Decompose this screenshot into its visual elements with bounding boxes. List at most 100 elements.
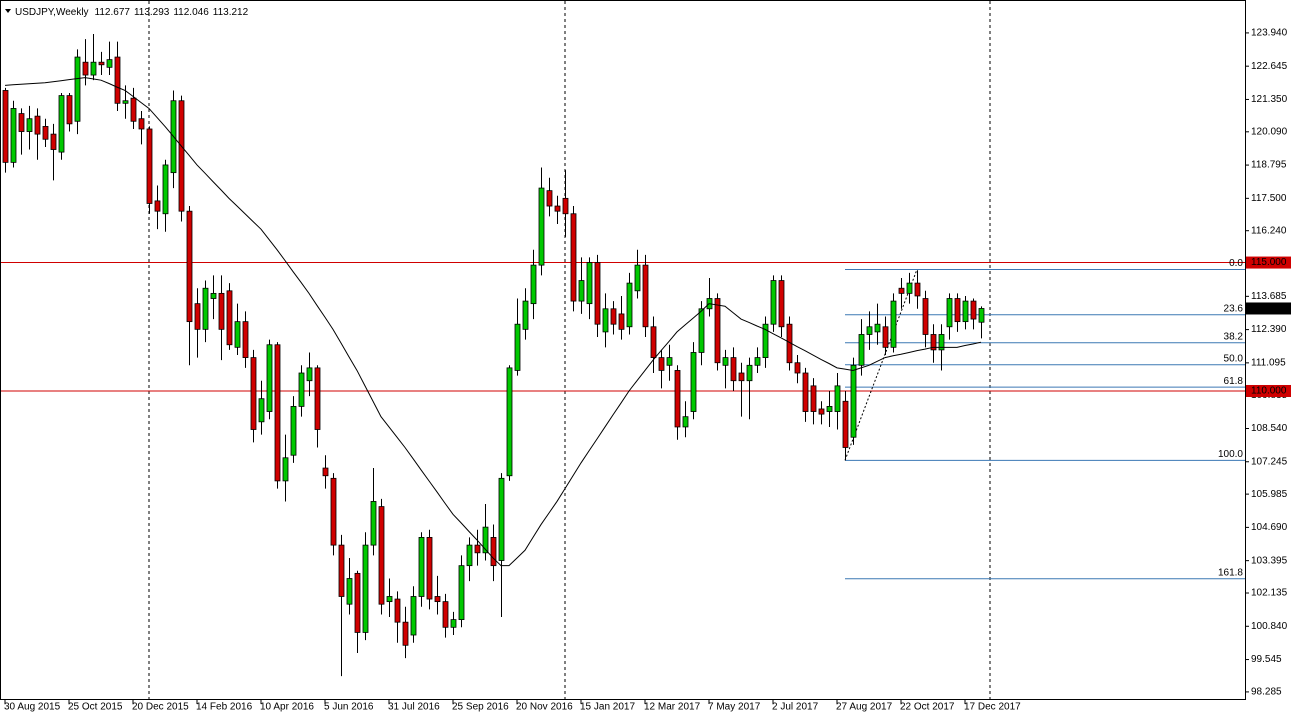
candle-body — [322, 467, 329, 477]
candle-body — [386, 596, 393, 603]
candle-body — [506, 367, 513, 477]
candle-body — [18, 113, 25, 132]
candle-body — [842, 400, 849, 448]
candle-body — [530, 264, 537, 305]
y-tick-label: 121.350 — [1251, 94, 1288, 105]
x-tick-label: 25 Sep 2016 — [452, 702, 509, 713]
candle-body — [674, 370, 681, 428]
candle-body — [298, 372, 305, 407]
candle-body — [802, 372, 809, 412]
fib-label: 0.0 — [1229, 258, 1243, 269]
y-tick-label: 104.690 — [1251, 522, 1288, 533]
candle-body — [50, 133, 57, 150]
y-tick-label: 100.840 — [1251, 621, 1288, 632]
candle-body — [858, 334, 865, 366]
candle-body — [938, 334, 945, 351]
candle-body — [258, 398, 265, 423]
candle-body — [914, 282, 921, 297]
candle-body — [146, 128, 153, 204]
x-tick-label: 5 Jun 2016 — [324, 702, 374, 713]
y-tick-label: 111.095 — [1251, 358, 1286, 369]
candle-body — [770, 280, 777, 325]
x-tick-label: 17 Dec 2017 — [964, 702, 1021, 713]
y-tick-label: 116.240 — [1251, 225, 1287, 236]
candle-body — [930, 334, 937, 351]
candle-body — [42, 126, 49, 140]
y-tick-label: 108.540 — [1251, 423, 1288, 434]
fib-trendline — [844, 269, 918, 461]
x-tick-label: 31 Jul 2016 — [388, 702, 440, 713]
candle-body — [794, 362, 801, 374]
candle-body — [178, 100, 185, 212]
candle-body — [890, 300, 897, 348]
candle-body — [634, 264, 641, 292]
candle-body — [658, 357, 665, 371]
candle-body — [906, 282, 913, 294]
candle-body — [74, 56, 81, 122]
candle-body — [82, 61, 89, 76]
candle-body — [498, 477, 505, 561]
candle-body — [354, 572, 361, 633]
candle-body — [698, 308, 705, 353]
candle-body — [274, 344, 281, 482]
candle-body — [490, 537, 497, 567]
candle-body — [626, 282, 633, 328]
candle-body — [826, 406, 833, 412]
candle-body — [978, 308, 985, 323]
candle-body — [474, 544, 481, 554]
candle-body — [874, 323, 881, 333]
y-tick-label: 122.645 — [1251, 61, 1288, 72]
candle-body — [90, 61, 97, 76]
candle-body — [314, 367, 321, 430]
y-tick-label: 120.090 — [1251, 126, 1288, 137]
fib-label: 161.8 — [1218, 567, 1243, 578]
candle-body — [538, 187, 545, 266]
candle-body — [618, 313, 625, 330]
fib-label: 100.0 — [1218, 449, 1243, 460]
header-low: 112.046 — [173, 7, 209, 18]
candle-body — [98, 61, 105, 66]
candle-body — [418, 537, 425, 597]
candle-body — [610, 308, 617, 325]
candle-body — [10, 108, 17, 163]
candle-body — [762, 323, 769, 358]
candle-body — [850, 364, 857, 438]
plot-frame — [0, 0, 1246, 700]
candle-body — [578, 280, 585, 302]
y-tick-label: 102.135 — [1251, 588, 1288, 599]
candle-body — [26, 118, 33, 132]
x-tick-label: 30 Aug 2015 — [4, 702, 61, 713]
candle-body — [442, 601, 449, 628]
y-tick-label: 123.940 — [1251, 28, 1288, 39]
header-high: 113.293 — [134, 7, 170, 18]
candle-body — [746, 364, 753, 382]
y-tick-label: 98.285 — [1251, 687, 1282, 698]
candle-body — [210, 292, 217, 299]
candle-body — [722, 357, 729, 366]
candle-body — [554, 205, 561, 212]
y-tick-label: 105.985 — [1251, 489, 1288, 500]
candle-body — [594, 262, 601, 325]
fib-label: 50.0 — [1224, 353, 1244, 364]
candle-body — [818, 408, 825, 415]
fib-label: 61.8 — [1224, 376, 1244, 387]
x-tick-label: 2 Jul 2017 — [772, 702, 819, 713]
candle-body — [394, 598, 401, 623]
price-label: 115.000 — [1251, 257, 1287, 268]
candle-body — [714, 298, 721, 364]
candle-body — [882, 326, 889, 348]
menu-triangle[interactable] — [5, 9, 11, 13]
price-label: 110.000 — [1251, 386, 1287, 397]
candle-body — [682, 416, 689, 428]
candle-body — [290, 406, 297, 456]
x-tick-label: 20 Nov 2016 — [516, 702, 573, 713]
candle-body — [426, 537, 433, 600]
price-label-bg — [1246, 256, 1291, 269]
candle-body — [458, 565, 465, 621]
candle-body — [970, 300, 977, 320]
candle-body — [362, 544, 369, 633]
candle-body — [922, 298, 929, 335]
candle-body — [250, 357, 257, 430]
candle-body — [346, 578, 353, 605]
